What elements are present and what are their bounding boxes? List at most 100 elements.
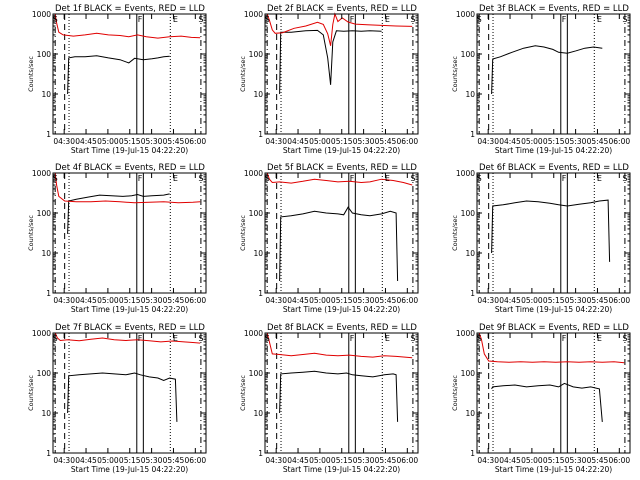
marker-label: S	[53, 174, 58, 183]
y-axis-label: Counts/sec	[239, 375, 247, 411]
x-tick-label: 05:15	[119, 296, 141, 305]
x-axis-label: Start Time (19-Jul-15 04:22:20)	[71, 465, 188, 474]
x-tick-label: 05:15	[119, 456, 141, 465]
x-axis-label: Start Time (19-Jul-15 04:22:20)	[495, 465, 612, 474]
x-tick-label: 06:00	[185, 137, 207, 146]
marker-label: S	[622, 174, 627, 183]
y-tick-label: 1	[46, 449, 51, 458]
x-tick-label: 06:00	[609, 137, 631, 146]
marker-label: S	[477, 334, 482, 343]
marker-label: F	[350, 15, 355, 24]
plot-frame	[264, 332, 419, 454]
x-tick-label: 04:30	[53, 137, 75, 146]
marker-label: E	[385, 174, 390, 183]
series-events	[491, 382, 603, 422]
marker-label: E	[173, 334, 178, 343]
plot-frame	[52, 13, 207, 135]
y-tick-label: 1000	[244, 329, 263, 338]
x-axis-label: Start Time (19-Jul-15 04:22:20)	[71, 146, 188, 155]
marker-label: S	[265, 334, 270, 343]
panel-title: Det 5f BLACK = Events, RED = LLD	[267, 163, 417, 173]
y-axis-label: Counts/sec	[451, 215, 459, 251]
y-tick-label: 1000	[456, 169, 475, 178]
series-lld	[266, 172, 413, 186]
y-tick-label: 1	[46, 289, 51, 298]
y-tick-label: 10	[253, 249, 263, 258]
marker-label: S	[622, 15, 627, 24]
series-events	[67, 193, 170, 234]
marker-label: E	[597, 174, 602, 183]
x-tick-label: 06:00	[185, 296, 207, 305]
series-events	[279, 370, 399, 422]
y-tick-label: 1	[46, 130, 51, 139]
x-tick-label: 04:30	[265, 137, 287, 146]
series-events	[279, 206, 399, 282]
x-tick-label: 05:45	[587, 296, 609, 305]
marker-label: S	[53, 15, 58, 24]
x-tick-label: 05:00	[309, 137, 331, 146]
marker-label: S	[477, 174, 482, 183]
x-tick-label: 04:45	[499, 296, 521, 305]
panel-title: Det 7f BLACK = Events, RED = LLD	[55, 323, 205, 333]
x-tick-label: 05:15	[331, 456, 353, 465]
x-axis-label: Start Time (19-Jul-15 04:22:20)	[283, 146, 400, 155]
marker-label: E	[597, 334, 602, 343]
series-lld	[54, 13, 201, 39]
y-tick-label: 1000	[244, 169, 263, 178]
marker-label: S	[198, 334, 203, 343]
panel-title: Det 1f BLACK = Events, RED = LLD	[55, 4, 205, 14]
y-tick-label: 1	[258, 289, 263, 298]
x-tick-label: 06:00	[397, 456, 419, 465]
marker-label: S	[198, 174, 203, 183]
y-axis-label: Counts/sec	[27, 375, 35, 411]
marker-label: S	[53, 334, 58, 343]
x-tick-label: 05:45	[163, 456, 185, 465]
y-tick-label: 10	[41, 90, 51, 99]
series-lld	[266, 12, 413, 46]
y-tick-label: 10	[465, 249, 475, 258]
series-events	[67, 55, 170, 95]
plot-frame	[52, 332, 207, 454]
x-tick-label: 04:30	[477, 137, 499, 146]
marker-label: E	[597, 15, 602, 24]
plot-frame	[476, 332, 631, 454]
x-tick-label: 06:00	[397, 296, 419, 305]
y-tick-label: 1	[470, 449, 475, 458]
x-tick-label: 05:45	[587, 456, 609, 465]
x-tick-label: 05:00	[97, 456, 119, 465]
x-axis-label: Start Time (19-Jul-15 04:22:20)	[71, 305, 188, 314]
x-tick-label: 04:30	[477, 456, 499, 465]
x-tick-label: 06:00	[609, 456, 631, 465]
x-tick-label: 05:45	[375, 456, 397, 465]
panel-title: Det 6f BLACK = Events, RED = LLD	[479, 163, 629, 173]
y-tick-label: 1000	[32, 169, 51, 178]
y-tick-label: 10	[465, 90, 475, 99]
x-tick-label: 04:45	[75, 296, 97, 305]
x-tick-label: 05:15	[331, 296, 353, 305]
x-tick-label: 05:30	[141, 137, 163, 146]
y-axis-label: Counts/sec	[27, 215, 35, 251]
marker-label: S	[265, 174, 270, 183]
x-tick-label: 04:45	[287, 456, 309, 465]
x-axis-label: Start Time (19-Jul-15 04:22:20)	[283, 465, 400, 474]
x-tick-label: 04:45	[499, 137, 521, 146]
x-axis-label: Start Time (19-Jul-15 04:22:20)	[495, 146, 612, 155]
x-tick-label: 05:00	[97, 137, 119, 146]
y-axis-label: Counts/sec	[451, 56, 459, 92]
x-tick-label: 05:30	[565, 456, 587, 465]
marker-label: F	[138, 334, 143, 343]
marker-label: E	[173, 15, 178, 24]
marker-label: S	[198, 15, 203, 24]
plot-frame	[476, 13, 631, 135]
y-axis-label: Counts/sec	[239, 56, 247, 92]
y-tick-label: 100	[461, 50, 476, 59]
y-tick-label: 10	[41, 409, 51, 418]
y-axis-label: Counts/sec	[27, 56, 35, 92]
y-tick-label: 1000	[456, 329, 475, 338]
